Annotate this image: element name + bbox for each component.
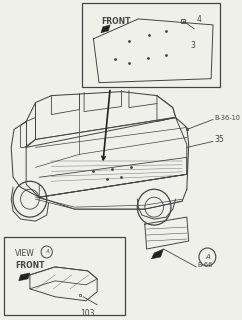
Text: 3: 3 <box>191 41 196 50</box>
Text: VIEW: VIEW <box>15 249 35 258</box>
Bar <box>82 3 220 87</box>
Polygon shape <box>19 273 30 281</box>
Text: 4: 4 <box>196 15 201 24</box>
Text: B-36-10: B-36-10 <box>214 115 240 121</box>
Text: A: A <box>45 250 49 254</box>
Polygon shape <box>101 25 110 33</box>
Text: B-66: B-66 <box>197 262 212 268</box>
Bar <box>4 237 125 315</box>
Text: A: A <box>205 254 210 260</box>
Text: 35: 35 <box>214 135 224 144</box>
Text: 103: 103 <box>80 309 95 318</box>
Text: FRONT: FRONT <box>15 261 45 270</box>
Text: FRONT: FRONT <box>101 17 130 26</box>
Polygon shape <box>151 249 164 259</box>
